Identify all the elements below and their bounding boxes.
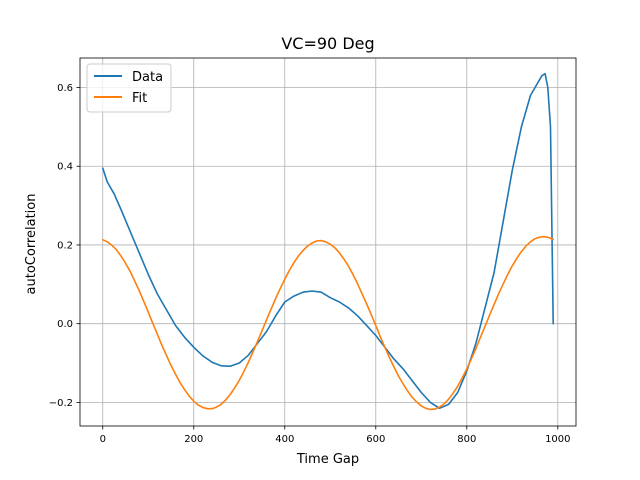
y-tick-label: 0.0 (57, 319, 73, 330)
x-tick-label: 1000 (545, 434, 570, 445)
y-axis-label: autoCorrelation (24, 194, 39, 295)
x-tick-label: 600 (366, 434, 385, 445)
plot-area-frame (79, 57, 577, 427)
x-axis-label: Time Gap (296, 452, 359, 467)
chart-title: VC=90 Deg (281, 34, 374, 53)
series-line-fit (102, 235, 555, 411)
x-axis-ticks: 0 200 400 600 800 1000 (100, 426, 571, 445)
plot-series (102, 72, 555, 411)
series-line-data (102, 72, 555, 410)
y-tick-label: −0.2 (49, 398, 73, 409)
legend-label-data: Data (132, 70, 163, 85)
grid-lines (80, 58, 576, 426)
x-tick-label: 400 (275, 434, 294, 445)
y-tick-label: 0.6 (57, 83, 73, 94)
x-tick-label: 0 (100, 434, 106, 445)
x-tick-label: 800 (457, 434, 476, 445)
legend: Data Fit (86, 63, 172, 113)
x-tick-label: 200 (184, 434, 203, 445)
legend-label-fit: Fit (132, 91, 147, 106)
y-tick-label: 0.4 (57, 162, 73, 173)
y-tick-label: 0.2 (57, 240, 73, 251)
y-axis-ticks: −0.2 0.0 0.2 0.4 0.6 (49, 83, 80, 409)
